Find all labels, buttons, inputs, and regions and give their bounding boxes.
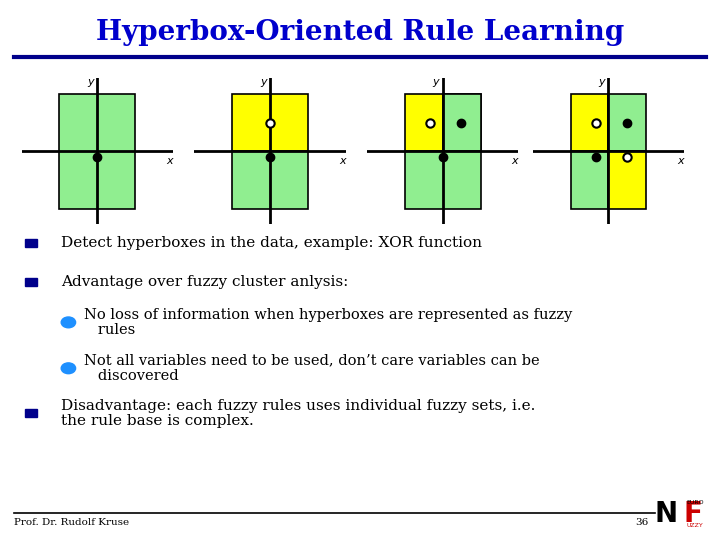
Text: N: N	[654, 501, 678, 528]
Text: y: y	[260, 77, 266, 87]
Bar	[570, 151, 608, 209]
Text: F: F	[683, 501, 702, 528]
Text: y: y	[433, 77, 439, 87]
Bar	[443, 93, 481, 151]
Text: the rule base is complex.: the rule base is complex.	[61, 414, 254, 428]
Text: discovered: discovered	[84, 369, 179, 383]
Text: y: y	[598, 77, 605, 87]
Text: x: x	[678, 156, 684, 166]
Text: Disadvantage: each fuzzy rules uses individual fuzzy sets, i.e.: Disadvantage: each fuzzy rules uses indi…	[61, 399, 536, 413]
Bar	[232, 93, 308, 151]
Text: x: x	[512, 156, 518, 166]
Text: Detect hyperboxes in the data, example: XOR function: Detect hyperboxes in the data, example: …	[61, 236, 482, 250]
Bar	[570, 93, 608, 151]
Text: x: x	[166, 156, 173, 166]
Text: Hyperbox-Oriented Rule Learning: Hyperbox-Oriented Rule Learning	[96, 19, 624, 46]
Bar	[232, 151, 308, 209]
Bar	[405, 151, 480, 209]
Bar	[59, 93, 135, 209]
Text: Advantage over fuzzy cluster anlysis:: Advantage over fuzzy cluster anlysis:	[61, 275, 348, 289]
Bar	[608, 151, 647, 209]
Text: Prof. Dr. Rudolf Kruse: Prof. Dr. Rudolf Kruse	[14, 518, 130, 527]
Text: rules: rules	[84, 323, 135, 337]
Bar	[405, 93, 480, 151]
Text: y: y	[87, 77, 94, 87]
Bar	[608, 93, 647, 151]
Text: EURO: EURO	[686, 501, 704, 505]
Text: No loss of information when hyperboxes are represented as fuzzy: No loss of information when hyperboxes a…	[84, 308, 572, 322]
Text: x: x	[339, 156, 346, 166]
Text: 36: 36	[635, 518, 648, 527]
Text: UZZY: UZZY	[686, 523, 703, 528]
Text: Not all variables need to be used, don’t care variables can be: Not all variables need to be used, don’t…	[84, 354, 540, 368]
